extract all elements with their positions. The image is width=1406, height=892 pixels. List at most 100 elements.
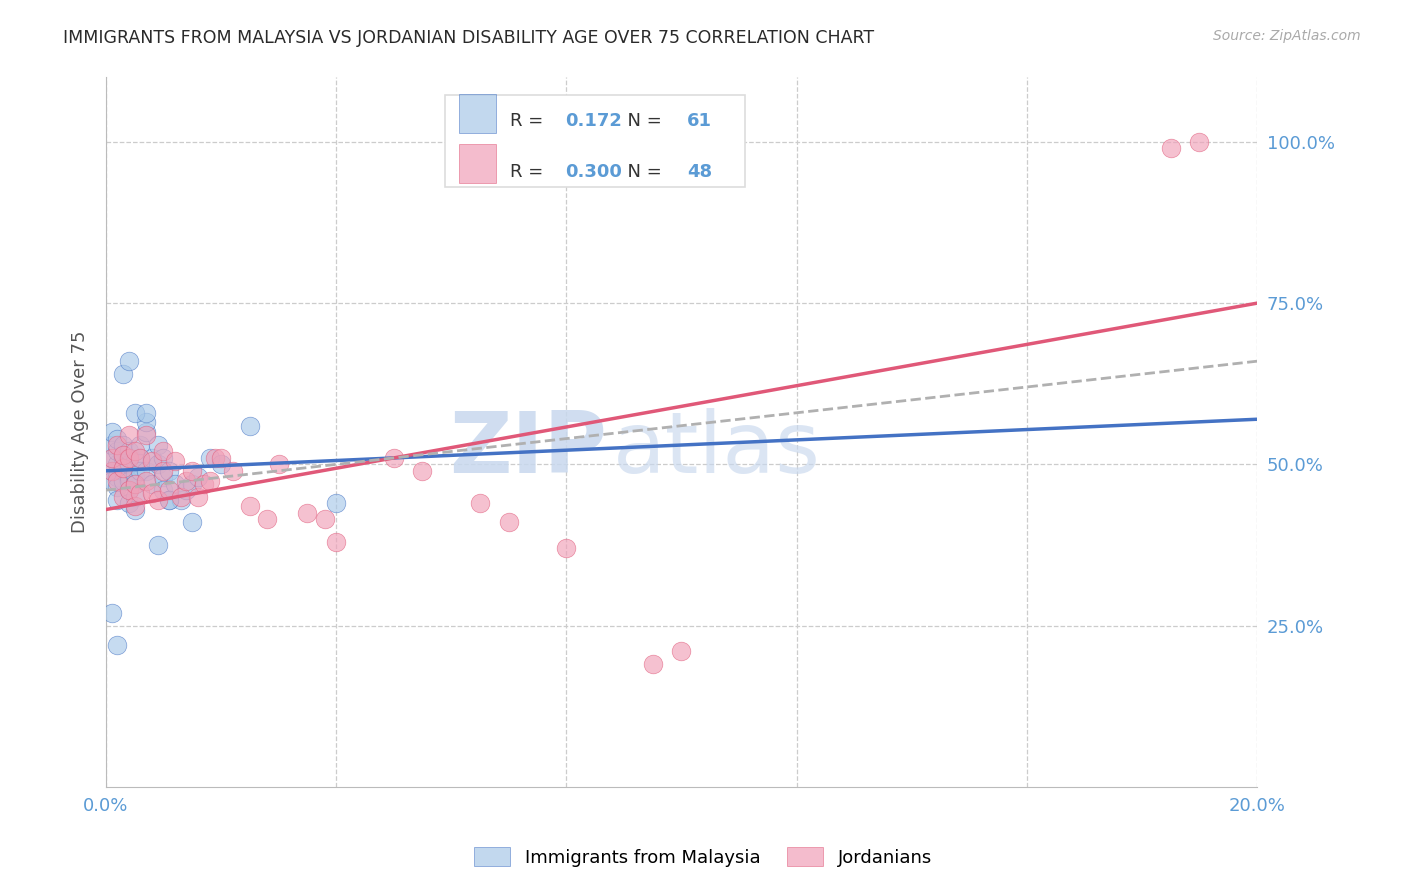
Point	[1188, 135, 1211, 149]
Point	[124, 467, 146, 481]
Point	[297, 506, 319, 520]
Point	[382, 450, 405, 465]
Point	[112, 460, 135, 475]
Point	[129, 450, 152, 465]
Point	[107, 444, 129, 458]
Point	[135, 406, 157, 420]
Point	[129, 486, 152, 500]
Point	[124, 444, 146, 458]
Point	[209, 450, 232, 465]
Point	[146, 538, 169, 552]
Point	[152, 483, 174, 498]
Point	[124, 500, 146, 514]
Point	[152, 464, 174, 478]
Point	[1160, 141, 1182, 155]
Point	[468, 496, 491, 510]
Point	[107, 474, 129, 488]
Point	[112, 464, 135, 478]
Point	[152, 450, 174, 465]
Point	[135, 416, 157, 430]
Point	[112, 367, 135, 381]
Point	[107, 492, 129, 507]
Point	[176, 483, 198, 498]
Text: 61: 61	[688, 112, 713, 130]
Point	[555, 541, 578, 556]
Point	[239, 500, 262, 514]
Point	[411, 464, 433, 478]
Point	[100, 474, 122, 488]
Point	[124, 476, 146, 491]
Point	[135, 428, 157, 442]
Point	[118, 470, 141, 484]
Point	[256, 512, 278, 526]
Point	[118, 458, 141, 472]
Point	[141, 454, 163, 468]
Point	[152, 444, 174, 458]
Point	[187, 490, 209, 504]
Point	[314, 512, 336, 526]
Point	[239, 418, 262, 433]
Point	[221, 464, 243, 478]
Point	[176, 474, 198, 488]
Point	[118, 483, 141, 498]
Bar	[460, 94, 496, 133]
Point	[146, 458, 169, 472]
Point	[100, 425, 122, 439]
Text: 0.300: 0.300	[565, 162, 621, 180]
Text: R =: R =	[510, 112, 548, 130]
Point	[170, 490, 193, 504]
Text: 0.172: 0.172	[565, 112, 621, 130]
Point	[118, 483, 141, 498]
Point	[118, 444, 141, 458]
Point	[135, 464, 157, 478]
Point	[157, 464, 180, 478]
Point	[181, 516, 204, 530]
Point	[141, 450, 163, 465]
Y-axis label: Disability Age Over 75: Disability Age Over 75	[72, 331, 89, 533]
Point	[198, 474, 221, 488]
Point	[107, 470, 129, 484]
Point	[129, 464, 152, 478]
Point	[107, 638, 129, 652]
Point	[118, 474, 141, 488]
Point	[141, 476, 163, 491]
Point	[112, 448, 135, 462]
Point	[100, 450, 122, 465]
Point	[498, 516, 520, 530]
Point	[157, 492, 180, 507]
Point	[157, 483, 180, 498]
Point	[267, 458, 290, 472]
Point	[204, 450, 226, 465]
Point	[193, 476, 215, 491]
Point	[671, 644, 693, 658]
Point	[124, 476, 146, 491]
Text: ZIP: ZIP	[449, 409, 606, 491]
Text: IMMIGRANTS FROM MALAYSIA VS JORDANIAN DISABILITY AGE OVER 75 CORRELATION CHART: IMMIGRANTS FROM MALAYSIA VS JORDANIAN DI…	[63, 29, 875, 46]
Point	[100, 606, 122, 620]
Text: R =: R =	[510, 162, 548, 180]
Point	[112, 474, 135, 488]
Point	[198, 450, 221, 465]
Point	[129, 450, 152, 465]
Text: Source: ZipAtlas.com: Source: ZipAtlas.com	[1213, 29, 1361, 43]
Point	[157, 492, 180, 507]
Point	[118, 428, 141, 442]
Legend: Immigrants from Malaysia, Jordanians: Immigrants from Malaysia, Jordanians	[465, 838, 941, 876]
Point	[135, 425, 157, 439]
Point	[325, 534, 347, 549]
Text: atlas: atlas	[613, 409, 821, 491]
Point	[181, 476, 204, 491]
Point	[209, 458, 232, 472]
Point	[135, 474, 157, 488]
Point	[112, 490, 135, 504]
Text: N =: N =	[616, 112, 668, 130]
Point	[187, 470, 209, 484]
Point	[146, 438, 169, 452]
Point	[118, 496, 141, 510]
FancyBboxPatch shape	[446, 95, 745, 187]
Point	[107, 438, 129, 452]
Point	[170, 492, 193, 507]
Bar	[460, 145, 496, 183]
Point	[118, 354, 141, 368]
Point	[112, 438, 135, 452]
